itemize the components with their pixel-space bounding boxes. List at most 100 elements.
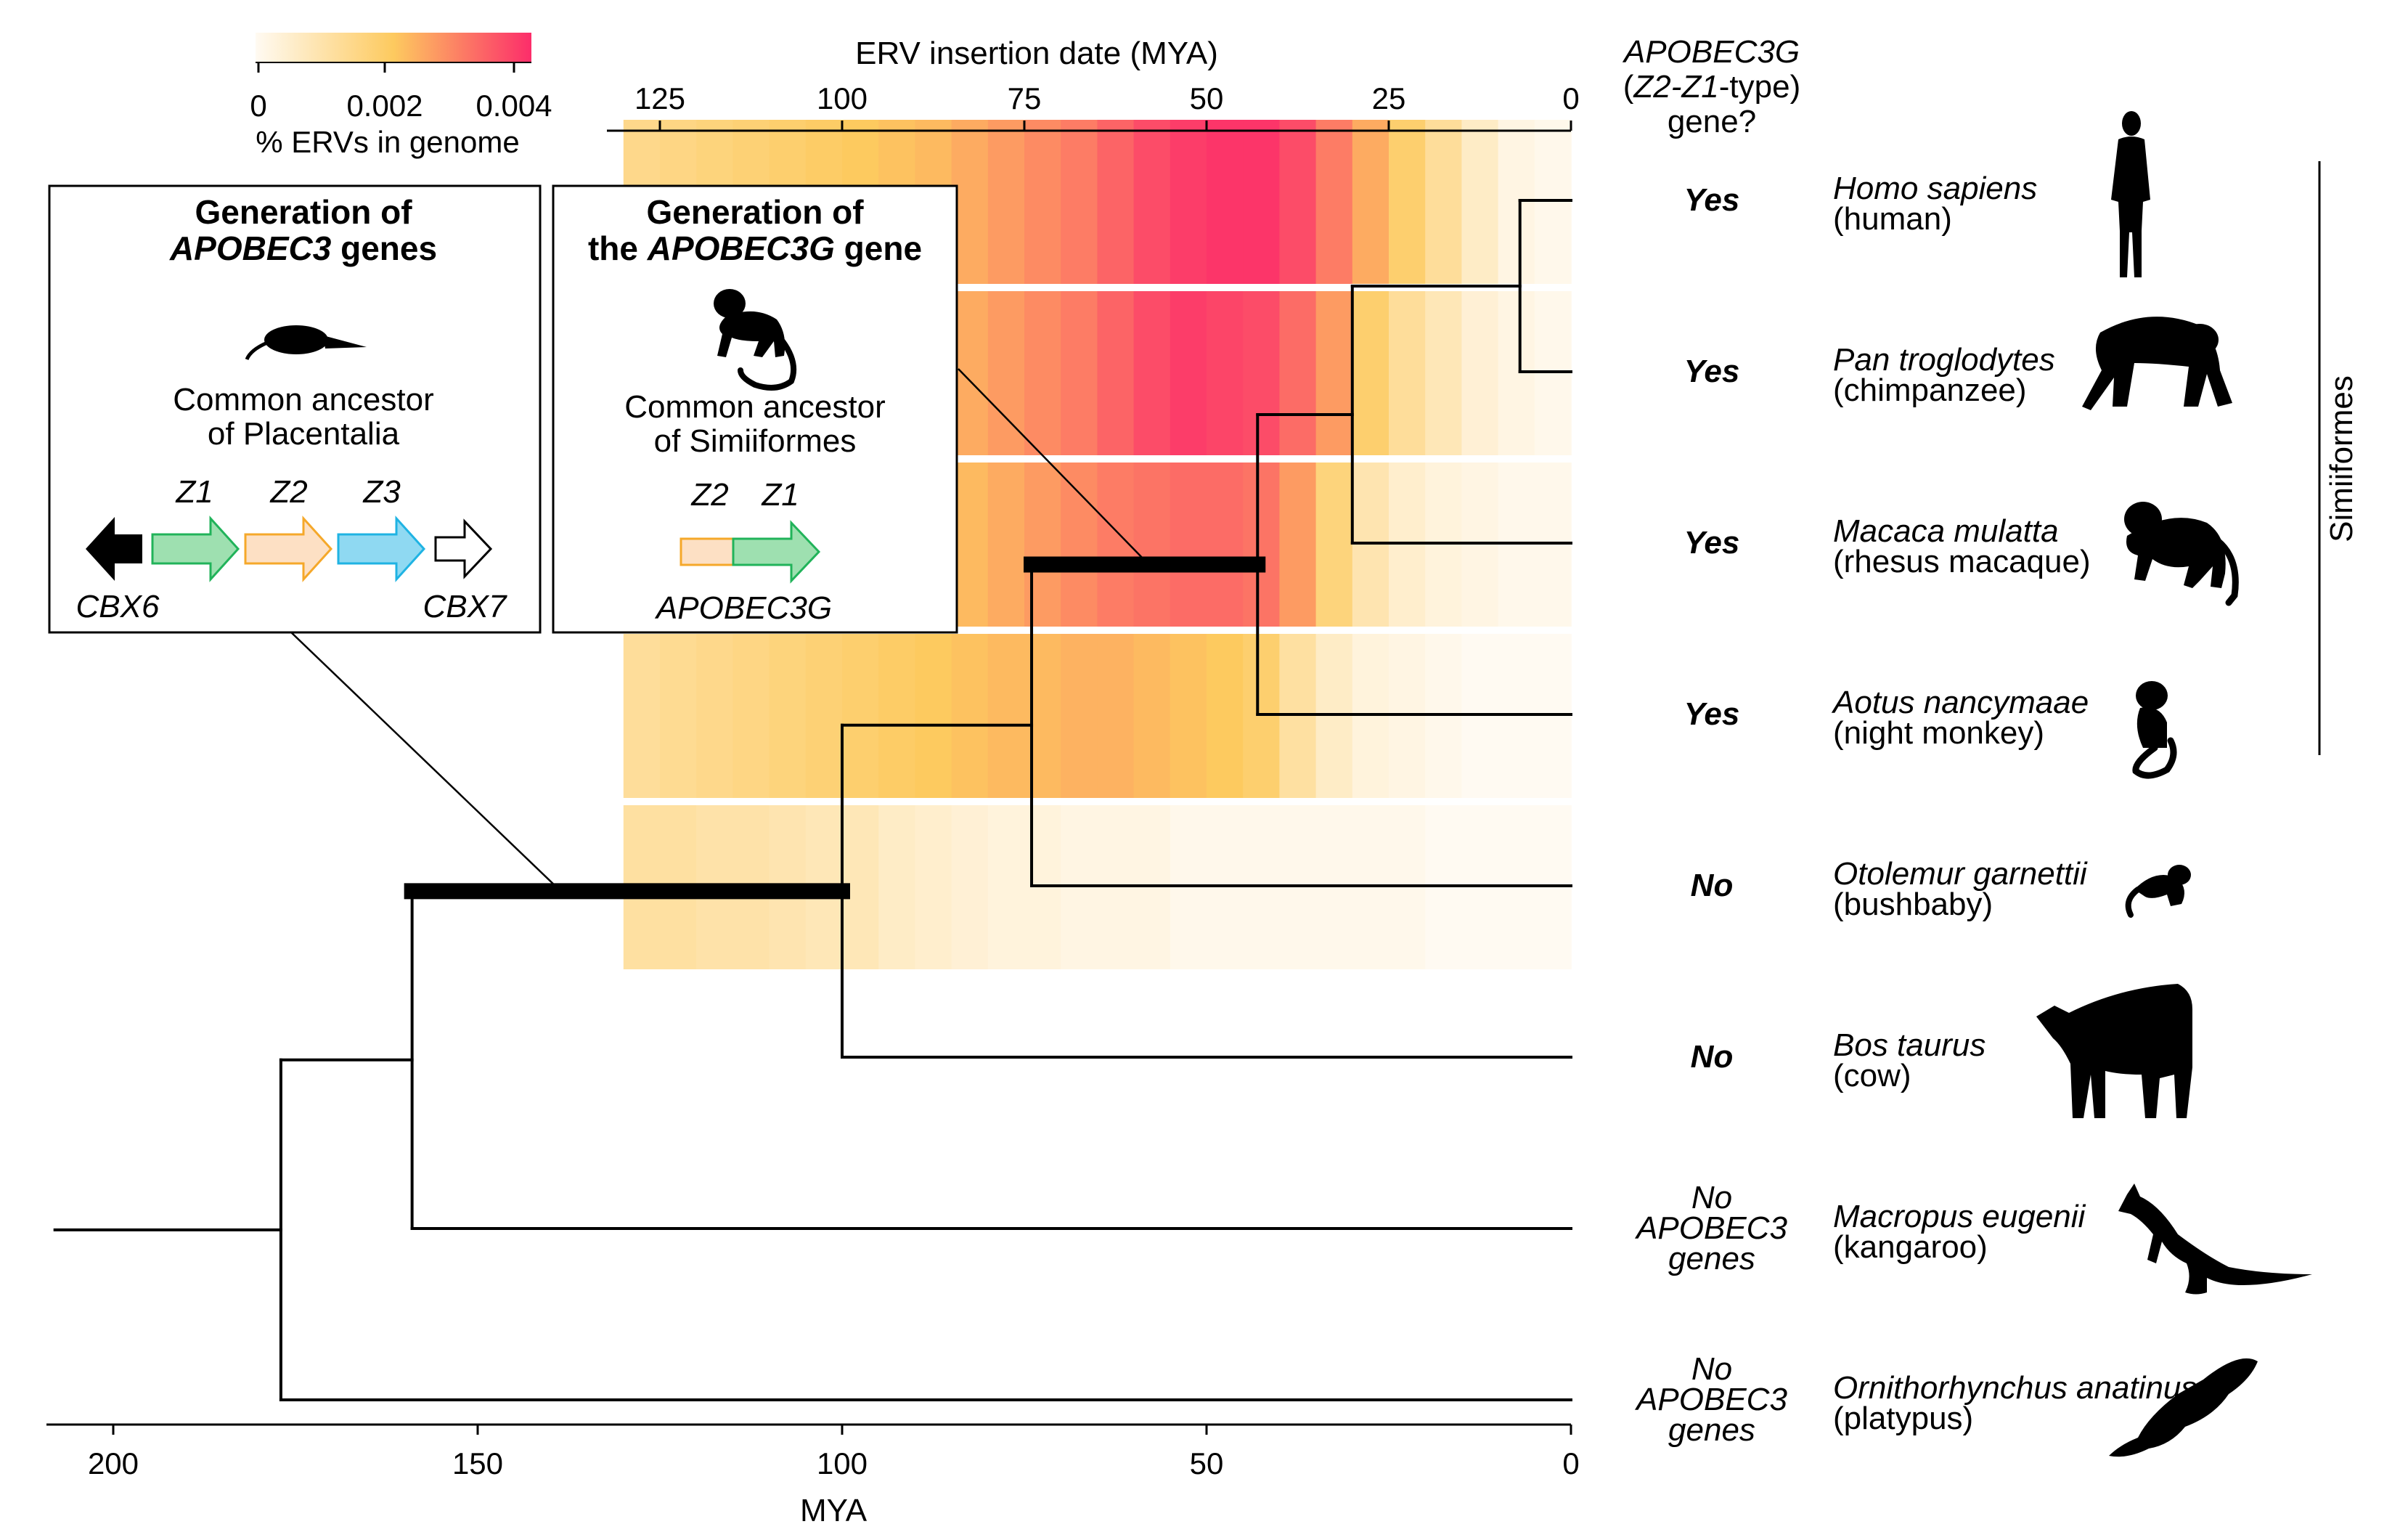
monkey-silhouette-icon: [714, 289, 796, 391]
apobec3g-answer: Yes: [1684, 525, 1740, 561]
heatmap-cell: [1133, 291, 1171, 455]
heatmap-cell: [732, 634, 770, 798]
heatmap-cell: [915, 634, 952, 798]
species-common-name: (human): [1833, 201, 1952, 237]
apobec3g-column-header: APOBEC3G (Z2-Z1-type) gene?: [1622, 34, 1800, 139]
species-row: No Bos taurus(cow): [1691, 1027, 1986, 1093]
heatmap-cell: [1315, 291, 1353, 455]
species-latin-name: Aotus nancymaae: [1831, 685, 2089, 720]
bottom-axis: 200 150 100 50 0 MYA: [46, 1423, 1580, 1528]
heatmap-cell: [1170, 291, 1207, 455]
z1-domain-arrow: [732, 520, 821, 584]
colorbar: 0 0.002 0.004 % ERVs in genome: [250, 33, 552, 159]
human-silhouette-icon: [2111, 111, 2150, 277]
top-axis-tick-label: 75: [1008, 81, 1042, 115]
heatmap-cell: [1207, 291, 1244, 455]
heatmap-cell: [1425, 291, 1463, 455]
heatmap-cell: [987, 805, 1025, 969]
apobec3g-label: APOBEC3G: [654, 590, 832, 626]
heatmap-cell: [660, 634, 697, 798]
night-monkey-silhouette-icon: [2132, 681, 2177, 779]
inset-placentalia: Generation of APOBEC3 genes Common ances…: [48, 184, 542, 634]
z2-domain-block: [679, 537, 735, 566]
bottom-axis-tick-label: 150: [452, 1446, 503, 1480]
heatmap-cell: [1279, 291, 1317, 455]
top-axis-tick-label: 25: [1372, 81, 1406, 115]
species-latin-name: Macaca mulatta: [1833, 513, 2059, 549]
species-row: Yes Aotus nancymaae(night monkey): [1684, 685, 2089, 751]
heatmap-cell: [915, 805, 952, 969]
species-latin-name: Ornithorhynchus anatinus: [1833, 1370, 2197, 1406]
gene-label-z2: Z2: [690, 477, 728, 513]
colorbar-tick: 0.002: [346, 89, 423, 123]
kangaroo-silhouette-icon: [2118, 1183, 2312, 1295]
species-common-name: (cow): [1833, 1058, 1911, 1093]
heatmap-cell: [1243, 291, 1281, 455]
heatmap-cell: [1170, 463, 1207, 627]
heatmap-cell: [805, 634, 843, 798]
header-gene-name: APOBEC3G: [1622, 34, 1800, 70]
species-latin-name: Pan troglodytes: [1833, 342, 2055, 378]
heatmap-cell: [1389, 120, 1426, 284]
inset-right-title-line2: the APOBEC3G gene: [588, 229, 922, 267]
apobec3g-answer: genes: [1668, 1412, 1755, 1448]
heatmap-cell: [1061, 634, 1098, 798]
gene-label-z3: Z3: [362, 474, 401, 510]
z1-domain-arrow: [151, 516, 240, 582]
apobec3g-answer: No: [1691, 868, 1734, 903]
macaque-silhouette-icon: [2124, 502, 2239, 606]
heatmap-cell: [769, 634, 807, 798]
apobec3g-answer: Yes: [1684, 696, 1740, 732]
colorbar-gradient: [256, 33, 531, 63]
shrew-silhouette-icon: [245, 325, 367, 361]
inset-left-title-line1: Generation of: [195, 193, 412, 231]
gene-label-z1: Z1: [175, 474, 213, 510]
heatmap-cell: [1170, 120, 1207, 284]
heatmap-cell: [1024, 634, 1061, 798]
species-common-name: (rhesus macaque): [1833, 544, 2091, 579]
heatmap-cell: [1061, 463, 1098, 627]
heatmap-cell: [1279, 120, 1317, 284]
inset-simiiformes: Generation of the APOBEC3G gene Common a…: [552, 184, 958, 634]
top-axis-tick-label: 50: [1190, 81, 1224, 115]
inset-connector-left: [288, 630, 560, 890]
species-rows: Yes Homo sapiens(human) Yes Pan troglodytes…: [1634, 171, 2197, 1448]
heatmap-cell: [1133, 463, 1171, 627]
apobec3g-answer: genes: [1668, 1241, 1755, 1276]
heatmap-cell: [1207, 634, 1244, 798]
species-latin-name: Otolemur garnettii: [1833, 856, 2088, 892]
heatmap-cell: [623, 634, 661, 798]
header-question: gene?: [1668, 104, 1756, 139]
heatmap-cell: [878, 805, 916, 969]
z3-domain-arrow: [337, 516, 426, 582]
heatmap-cell: [696, 634, 734, 798]
heatmap-cell: [951, 634, 989, 798]
species-common-name: (platypus): [1833, 1401, 1973, 1436]
bushbaby-silhouette-icon: [2125, 865, 2191, 918]
apobec3g-answer: Yes: [1684, 354, 1740, 389]
heatmap-cell: [1024, 120, 1061, 284]
apobec3g-answer: APOBEC3: [1634, 1210, 1787, 1246]
gene-label-z1: Z1: [761, 477, 799, 513]
heatmap-cell: [1243, 120, 1281, 284]
species-common-name: (kangaroo): [1833, 1229, 1988, 1265]
simiiformes-bracket: Simiiformes: [2318, 161, 2359, 755]
heatmap-cell: [1024, 291, 1061, 455]
heatmap-cell: [1207, 463, 1244, 627]
heatmap-cell: [987, 120, 1025, 284]
species-latin-name: Bos taurus: [1833, 1027, 1985, 1063]
heatmap-cell: [842, 634, 879, 798]
colorbar-tick: 0: [250, 89, 266, 123]
species-row: Yes Homo sapiens(human): [1684, 171, 2038, 237]
top-axis-tick-label: 0: [1562, 81, 1579, 115]
bottom-axis-title: MYA: [800, 1493, 868, 1528]
heatmap-cell: [1425, 120, 1463, 284]
clade-label: Simiiformes: [2324, 375, 2359, 542]
chimpanzee-silhouette-icon: [2082, 317, 2232, 410]
cow-silhouette-icon: [2036, 984, 2192, 1118]
gene-label-z2: Z2: [269, 474, 307, 510]
heatmap-cell: [987, 634, 1025, 798]
